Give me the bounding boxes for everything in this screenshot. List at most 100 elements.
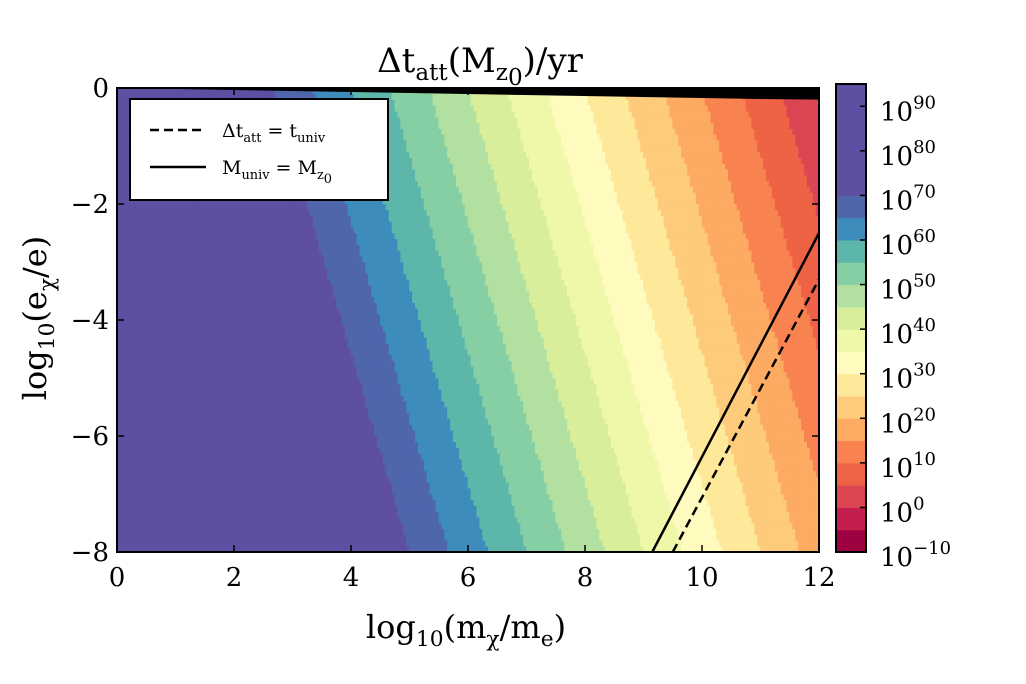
contour-cell [172, 302, 176, 309]
contour-cell [181, 232, 185, 240]
contour-cell [151, 337, 156, 344]
contour-cell [131, 476, 135, 483]
contour-cell [163, 342, 168, 350]
contour-cell [163, 88, 168, 95]
contour-cell [169, 279, 173, 286]
contour-cell [128, 383, 132, 390]
contour-cell [166, 296, 170, 303]
contour-cell [151, 313, 156, 321]
contour-cell [172, 464, 176, 472]
contour-cell [134, 261, 138, 269]
contour-cell [169, 493, 173, 501]
contour-cell [119, 412, 124, 419]
contour-cell [128, 493, 132, 501]
contour-cell [172, 331, 176, 338]
contour-cell [178, 383, 182, 390]
contour-cell [143, 93, 147, 100]
contour-cell [145, 232, 150, 240]
contour-cell [175, 232, 179, 240]
contour-cell [134, 540, 138, 547]
contour-cell [160, 383, 165, 390]
contour-cell [117, 429, 121, 437]
contour-cell [125, 128, 129, 135]
contour-cell [178, 487, 182, 495]
contour-cell [117, 244, 121, 251]
contour-cell [157, 470, 162, 477]
contour-cell [117, 313, 121, 321]
contour-cell [143, 383, 147, 390]
contour-cell [137, 418, 141, 425]
contour-cell [154, 325, 159, 332]
contour-cell [128, 238, 132, 245]
contour-cell [125, 429, 129, 437]
contour-cell [181, 197, 185, 205]
contour-cell [117, 110, 121, 118]
contour-cell [143, 290, 147, 298]
contour-cell [157, 528, 162, 535]
contour-cell [181, 290, 185, 298]
contour-cell [140, 273, 144, 280]
contour-cell [128, 522, 132, 530]
contour-cell [140, 499, 144, 506]
contour-cell [175, 360, 179, 367]
contour-cell [137, 290, 141, 298]
contour-cell [137, 511, 141, 518]
contour-cell [163, 296, 168, 303]
contour-cell [178, 400, 182, 408]
contour-cell [154, 435, 159, 443]
contour-cell [181, 342, 185, 350]
contour-cell [134, 545, 138, 552]
contour-cell [163, 244, 168, 251]
contour-cell [117, 453, 121, 460]
contour-cell [128, 505, 132, 512]
contour-cell [143, 482, 147, 489]
contour-cell [119, 139, 124, 147]
contour-cell [125, 163, 129, 170]
contour-cell [169, 226, 173, 234]
contour-cell [125, 209, 129, 216]
contour-cell [175, 250, 179, 257]
contour-cell [122, 209, 127, 216]
contour-cell [143, 470, 147, 477]
contour-cell [169, 383, 173, 390]
contour-cell [122, 174, 127, 182]
contour-cell [117, 279, 121, 286]
contour-cell [117, 424, 121, 431]
contour-cell [137, 261, 141, 269]
contour-cell [137, 296, 141, 303]
contour-cell [117, 215, 121, 222]
contour-cell [172, 244, 176, 251]
contour-cell [151, 366, 156, 373]
contour-cell [148, 534, 153, 541]
contour-cell [137, 308, 141, 315]
contour-cell [148, 250, 153, 257]
contour-cell [145, 267, 150, 274]
contour-cell [119, 302, 124, 309]
contour-cell [119, 203, 124, 211]
contour-cell [160, 255, 165, 263]
contour-cell [134, 93, 138, 100]
contour-cell [172, 342, 176, 350]
contour-cell [175, 505, 179, 512]
contour-cell [119, 470, 124, 477]
contour-cell [143, 284, 147, 292]
contour-cell [140, 406, 144, 414]
contour-cell [178, 319, 182, 327]
contour-cell [131, 366, 135, 373]
contour-cell [154, 424, 159, 431]
contour-cell [175, 284, 179, 292]
contour-cell [163, 325, 168, 332]
contour-cell [172, 255, 176, 263]
contour-cell [178, 308, 182, 315]
contour-cell [183, 464, 188, 472]
contour-cell [157, 337, 162, 344]
contour-cell [145, 418, 150, 425]
contour-cell [151, 429, 156, 437]
contour-cell [122, 400, 127, 408]
contour-cell [143, 464, 147, 472]
contour-cell [163, 418, 168, 425]
contour-cell [178, 482, 182, 489]
contour-cell [140, 221, 144, 228]
contour-cell [134, 516, 138, 524]
contour-cell [134, 389, 138, 396]
